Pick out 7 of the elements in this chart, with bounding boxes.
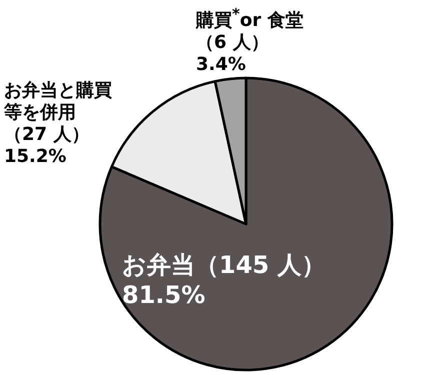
data-label: 81.5% — [122, 280, 206, 310]
slice-label: お弁当と購買等を併用（27 人） — [4, 80, 113, 146]
pie-slice — [110, 80, 248, 226]
data-label: 3.4% — [196, 54, 247, 76]
data-label: 15.2% — [4, 146, 68, 168]
slice-label: 購買$^{*}$or 食堂（6 人） — [196, 4, 304, 54]
slice-label: お弁当（145 人） — [122, 250, 326, 280]
